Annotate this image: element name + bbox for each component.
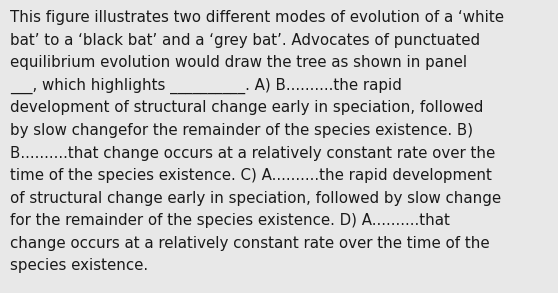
Text: for the remainder of the species existence. D) A..........that: for the remainder of the species existen… — [10, 213, 450, 228]
Text: equilibrium evolution would draw the tree as shown in panel: equilibrium evolution would draw the tre… — [10, 55, 467, 70]
Text: ___, which highlights __________. A) B..........the rapid: ___, which highlights __________. A) B..… — [10, 78, 402, 94]
Text: time of the species existence. C) A..........the rapid development: time of the species existence. C) A.....… — [10, 168, 492, 183]
Text: species existence.: species existence. — [10, 258, 148, 273]
Text: of structural change early in speciation, followed by slow change: of structural change early in speciation… — [10, 191, 501, 206]
Text: by slow changefor the remainder of the species existence. B): by slow changefor the remainder of the s… — [10, 123, 473, 138]
Text: development of structural change early in speciation, followed: development of structural change early i… — [10, 100, 483, 115]
Text: change occurs at a relatively constant rate over the time of the: change occurs at a relatively constant r… — [10, 236, 490, 251]
Text: This figure illustrates two different modes of evolution of a ‘white: This figure illustrates two different mo… — [10, 10, 504, 25]
Text: bat’ to a ‘black bat’ and a ‘grey bat’. Advocates of punctuated: bat’ to a ‘black bat’ and a ‘grey bat’. … — [10, 33, 480, 48]
Text: B..........that change occurs at a relatively constant rate over the: B..........that change occurs at a relat… — [10, 146, 496, 161]
